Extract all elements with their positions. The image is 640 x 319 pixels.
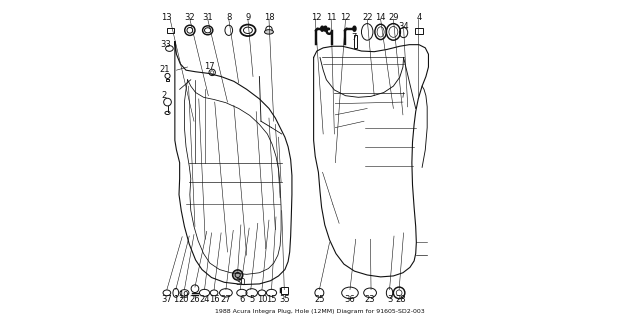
Text: 30: 30: [235, 278, 246, 287]
Text: 32: 32: [184, 13, 195, 22]
Text: 33: 33: [160, 40, 171, 48]
Text: 12: 12: [310, 13, 321, 22]
Text: 23: 23: [365, 295, 376, 304]
Bar: [166, 28, 173, 33]
Ellipse shape: [264, 30, 273, 34]
Text: 1988 Acura Integra Plug, Hole (12MM) Diagram for 91605-SD2-003: 1988 Acura Integra Plug, Hole (12MM) Dia…: [215, 308, 425, 314]
Text: 34: 34: [398, 22, 409, 31]
Text: 25: 25: [314, 295, 324, 304]
Text: 35: 35: [279, 295, 289, 304]
Text: 9: 9: [245, 13, 250, 22]
Text: 26: 26: [189, 295, 200, 304]
Text: 11: 11: [326, 13, 337, 22]
Text: 24: 24: [199, 295, 210, 304]
Text: 28: 28: [395, 295, 406, 304]
Bar: [355, 35, 357, 48]
Text: 16: 16: [209, 295, 220, 304]
Text: 27: 27: [221, 295, 231, 304]
Bar: [281, 287, 288, 294]
Text: 31: 31: [202, 13, 213, 22]
Text: 1: 1: [173, 295, 179, 304]
Text: 4: 4: [416, 13, 422, 22]
Circle shape: [232, 270, 243, 280]
Text: 5: 5: [249, 295, 254, 304]
Bar: [166, 79, 170, 81]
Text: 8: 8: [226, 13, 232, 22]
Text: 21: 21: [159, 65, 170, 74]
Text: 19: 19: [178, 291, 189, 300]
Text: 37: 37: [161, 295, 172, 304]
Text: 14: 14: [375, 13, 386, 22]
Bar: [415, 28, 423, 34]
Text: 36: 36: [344, 295, 355, 304]
Text: 3: 3: [387, 295, 392, 304]
Text: 2: 2: [162, 91, 167, 100]
Text: 6: 6: [239, 295, 244, 304]
Text: 22: 22: [362, 13, 372, 22]
Text: 15: 15: [266, 295, 276, 304]
Text: 7: 7: [351, 33, 356, 42]
Text: 12: 12: [340, 13, 350, 22]
Text: 13: 13: [161, 13, 172, 22]
Text: 17: 17: [204, 62, 214, 70]
Text: 18: 18: [264, 13, 275, 22]
Text: 29: 29: [388, 13, 399, 22]
Text: 10: 10: [257, 295, 267, 304]
Text: 20: 20: [178, 295, 189, 304]
